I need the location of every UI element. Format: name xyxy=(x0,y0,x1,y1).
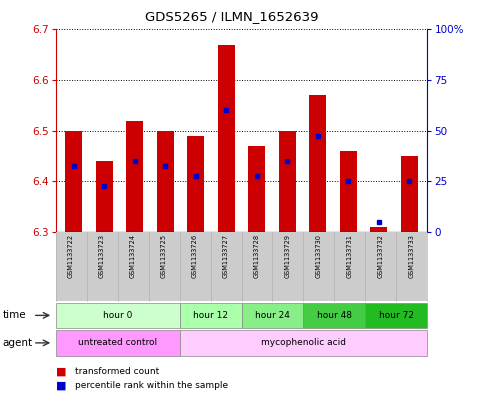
Text: GSM1133729: GSM1133729 xyxy=(285,234,291,278)
Bar xyxy=(157,130,174,232)
Bar xyxy=(309,95,326,232)
Bar xyxy=(340,151,356,232)
Text: ■: ■ xyxy=(56,366,66,376)
Text: hour 0: hour 0 xyxy=(103,311,132,320)
Bar xyxy=(370,227,387,232)
Text: untreated control: untreated control xyxy=(78,338,157,347)
Text: GSM1133724: GSM1133724 xyxy=(130,234,136,278)
Bar xyxy=(248,146,265,232)
Text: time: time xyxy=(2,310,26,320)
Bar xyxy=(66,130,82,232)
Text: hour 12: hour 12 xyxy=(193,311,228,320)
Bar xyxy=(279,130,296,232)
Text: GSM1133731: GSM1133731 xyxy=(347,234,353,278)
Text: GSM1133726: GSM1133726 xyxy=(192,234,198,278)
Text: GSM1133728: GSM1133728 xyxy=(254,234,260,278)
Text: GSM1133733: GSM1133733 xyxy=(409,234,415,278)
Text: mycophenolic acid: mycophenolic acid xyxy=(261,338,346,347)
Text: GSM1133730: GSM1133730 xyxy=(316,234,322,278)
Bar xyxy=(401,156,417,232)
Text: ■: ■ xyxy=(56,381,66,391)
Bar xyxy=(187,136,204,232)
Text: GSM1133732: GSM1133732 xyxy=(378,234,384,278)
Text: GSM1133727: GSM1133727 xyxy=(223,234,229,278)
Text: percentile rank within the sample: percentile rank within the sample xyxy=(75,382,228,390)
Bar xyxy=(96,161,113,232)
Text: agent: agent xyxy=(2,338,32,348)
Text: hour 72: hour 72 xyxy=(379,311,414,320)
Text: hour 48: hour 48 xyxy=(317,311,352,320)
Text: GSM1133723: GSM1133723 xyxy=(99,234,105,278)
Text: GSM1133725: GSM1133725 xyxy=(161,234,167,278)
Text: GSM1133722: GSM1133722 xyxy=(68,234,74,278)
Text: transformed count: transformed count xyxy=(75,367,159,376)
Bar xyxy=(127,121,143,232)
Bar xyxy=(218,45,235,232)
Text: GDS5265 / ILMN_1652639: GDS5265 / ILMN_1652639 xyxy=(145,10,319,23)
Text: hour 24: hour 24 xyxy=(255,311,290,320)
